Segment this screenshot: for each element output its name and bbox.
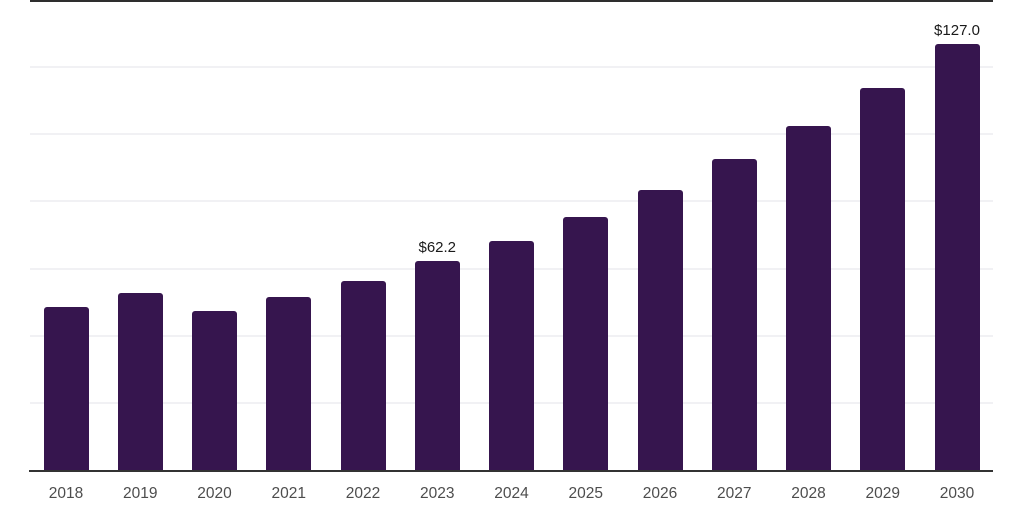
bar-2030 [934, 43, 980, 470]
bar-2023 [414, 261, 460, 470]
plot-top-border [30, 0, 993, 2]
x-tick-label-2028: 2028 [791, 485, 826, 502]
bar-2027 [711, 158, 757, 470]
bar-2024 [489, 240, 534, 470]
gridline-y100 [30, 133, 993, 136]
bar-2021 [266, 296, 312, 470]
bar-2018 [43, 306, 89, 470]
bar-2020 [192, 310, 237, 470]
gridline-y80 [30, 200, 993, 203]
x-tick-label-2025: 2025 [568, 485, 603, 502]
bar-2026 [637, 189, 683, 470]
x-tick-label-2018: 2018 [48, 485, 84, 502]
bar-2025 [563, 216, 609, 470]
x-tick-label-2019: 2019 [123, 485, 158, 502]
bar-value-label-2030: $127.0 [934, 21, 980, 39]
x-tick-label-2022: 2022 [345, 485, 381, 502]
bar-2019 [117, 292, 163, 470]
x-axis-line [29, 470, 993, 472]
x-tick-label-2029: 2029 [865, 485, 900, 502]
x-tick-label-2026: 2026 [642, 485, 678, 502]
x-tick-label-2030: 2030 [939, 485, 975, 502]
x-tick-label-2021: 2021 [271, 485, 306, 502]
bar-2022 [340, 280, 386, 470]
bar-2028 [786, 125, 831, 470]
x-tick-label-2024: 2024 [494, 485, 529, 502]
bar-value-label-2023: $62.2 [418, 239, 457, 257]
x-tick-label-2023: 2023 [420, 485, 455, 502]
bar-2029 [860, 87, 906, 470]
gridline-y120 [30, 66, 993, 69]
x-tick-label-2020: 2020 [197, 485, 232, 502]
x-tick-label-2027: 2027 [717, 485, 752, 502]
